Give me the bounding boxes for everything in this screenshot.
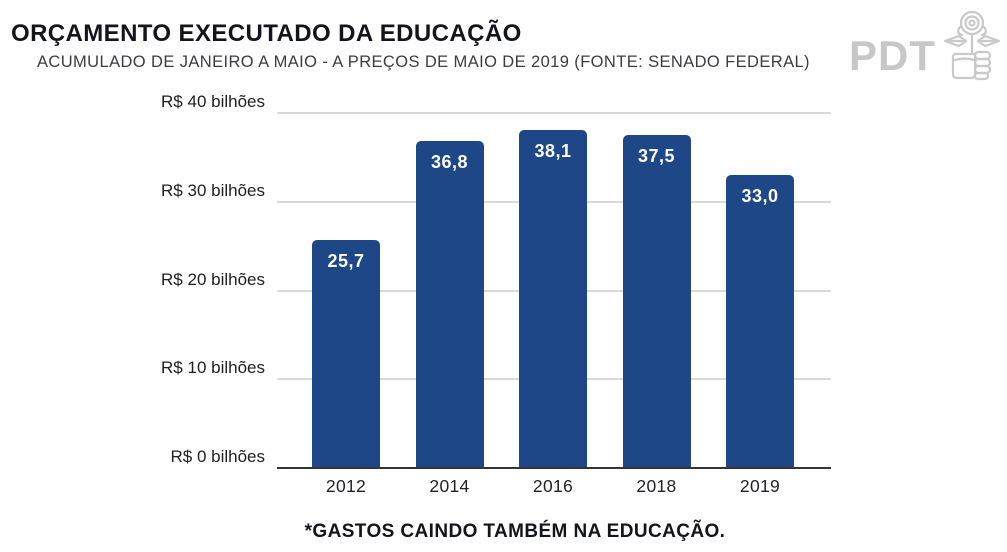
- bar-2018: 37,5: [622, 135, 691, 468]
- footer-caption: *GASTOS CAINDO TAMBÉM NA EDUCAÇÃO.: [304, 521, 726, 542]
- bar-value-label: 33,0: [741, 186, 779, 207]
- plot-area: 25,7 36,8 38,1 37,5 33,0: [277, 112, 831, 469]
- y-tick-label: R$ 10 bilhões: [161, 358, 265, 378]
- x-axis-line: [277, 467, 831, 469]
- x-tick-label: 2018: [636, 476, 677, 496]
- bar-value-label: 37,5: [637, 146, 676, 167]
- y-axis: R$ 0 bilhões R$ 10 bilhões R$ 20 bilhões R$…: [150, 92, 265, 468]
- x-tick-label: 2014: [429, 476, 470, 496]
- pdt-logo-text: PDT: [849, 31, 936, 79]
- pdt-logo: PDT: [849, 8, 1001, 89]
- y-tick-label: R$ 0 bilhões: [170, 447, 265, 466]
- bar-2019: 33,0: [726, 175, 794, 468]
- x-tick-label: 2012: [325, 476, 367, 496]
- bar-2014: 36,8: [415, 141, 484, 468]
- bar-value-label: 25,7: [327, 250, 365, 271]
- y-tick-label: R$ 30 bilhões: [161, 180, 265, 200]
- page-subtitle: ACUMULADO DE JANEIRO A MAIO - A PREÇOS D…: [37, 53, 810, 71]
- x-axis: 2012 2014 2016 2018 2019: [277, 476, 831, 497]
- bar-value-label: 36,8: [430, 152, 469, 173]
- bar-2012: 25,7: [312, 239, 380, 468]
- y-tick-label: R$ 40 bilhões: [161, 92, 265, 111]
- bars-row: 25,7 36,8 38,1 37,5 33,0: [277, 113, 831, 468]
- bar-value-label: 38,1: [534, 140, 572, 161]
- x-tick-label: 2016: [532, 476, 574, 496]
- page-title: ORÇAMENTO EXECUTADO DA EDUCAÇÃO: [11, 20, 522, 47]
- gridline: [277, 112, 831, 114]
- fist-holding-rose-icon: [941, 8, 1001, 89]
- bar-2016: 38,1: [519, 129, 587, 468]
- x-tick-label: 2019: [739, 476, 781, 496]
- y-tick-label: R$ 20 bilhões: [161, 269, 265, 289]
